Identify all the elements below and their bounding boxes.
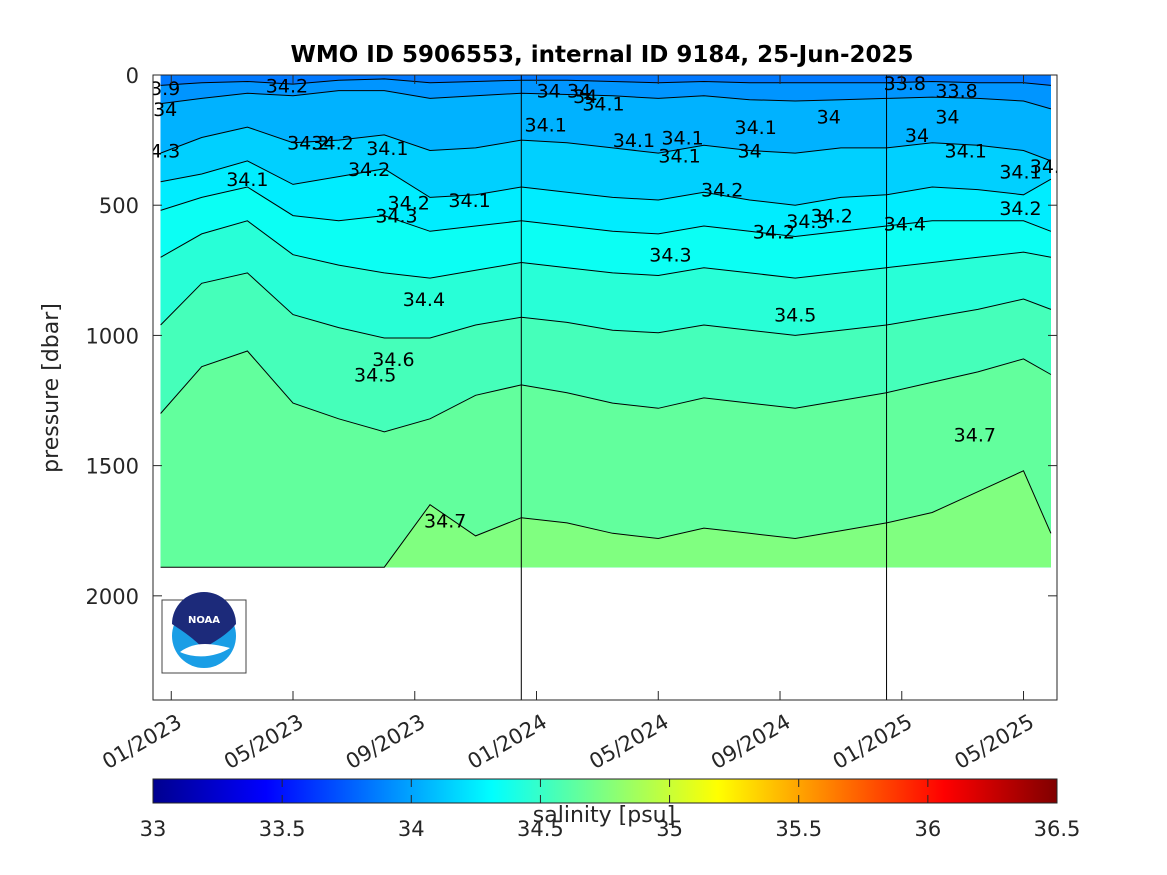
contour-label-10: 34.3: [375, 206, 417, 228]
contour-34.6: [160, 350, 1052, 433]
contour-label-26: 34.2: [811, 206, 853, 228]
contour-label-4: 34.2: [287, 133, 329, 155]
contour-label-27: 34: [817, 107, 841, 129]
contour-label-33: 34.1: [999, 161, 1041, 183]
contour-label-30: 34: [935, 107, 959, 129]
contour-34.1: [160, 126, 1052, 162]
contour-label-25: 34.3: [786, 211, 828, 233]
contour-label-40: 34.5: [354, 364, 396, 386]
contour-label-22: 34.2: [701, 180, 743, 202]
plot-area: 33.93434.334.234.234.234.134.134.234.234…: [138, 73, 1072, 700]
contour-label-15: 34.1: [582, 94, 624, 116]
contour-label-31: 34: [905, 125, 929, 147]
y-tick-label-500: 500: [99, 194, 139, 218]
contour-label-3: 34.2: [266, 75, 308, 97]
contour-label-18: 34.1: [661, 128, 703, 150]
contour-34.0: [160, 90, 1052, 110]
colorbar-tick-label-3: 34.5: [517, 817, 564, 841]
colorbar-tick-label-0: 33: [140, 817, 167, 841]
plot-frame: [152, 74, 1058, 701]
x-tick-label-1: 05/2023: [220, 710, 308, 774]
contour-label-13: 34: [567, 81, 591, 103]
contour-lines: [160, 78, 1052, 568]
contour-label-42: 34.7: [954, 424, 996, 446]
colorbar-tick-label-2: 34: [398, 817, 425, 841]
contour-34.7: [160, 470, 1052, 568]
colorbar-tick-label-6: 36: [914, 817, 941, 841]
contour-label-39: 34.6: [372, 349, 414, 371]
y-tick-label-2000: 2000: [86, 585, 139, 609]
colorbar-tick-label-7: 36.5: [1034, 817, 1081, 841]
contour-label-0: 33.9: [138, 78, 180, 100]
colorbar-tick-label-1: 33.5: [259, 817, 306, 841]
contour-34.2: [160, 160, 1052, 206]
year-lines: [520, 75, 888, 700]
contour-label-28: 33.8: [884, 73, 926, 95]
salinity-bands: [160, 75, 1051, 568]
contour-label-38: 34.5: [774, 305, 816, 327]
y-axis-ticks: 0 500 1000 1500 2000: [86, 64, 1057, 609]
contour-label-32: 34.1: [945, 141, 987, 163]
x-tick-label-5: 09/2024: [707, 710, 795, 774]
colorbar-label: salinity [psu]: [533, 803, 675, 828]
contour-label-19: 34.1: [658, 146, 700, 168]
noaa-logo: NOAA: [161, 592, 247, 674]
y-tick-label-1000: 1000: [86, 324, 139, 348]
contour-label-14: 34: [573, 86, 597, 108]
contour-label-23: 34.3: [649, 245, 691, 267]
x-tick-label-6: 01/2025: [829, 710, 917, 774]
chart-title: WMO ID 5906553, internal ID 9184, 25-Jun…: [290, 42, 913, 68]
contour-label-41: 34.7: [424, 510, 466, 532]
colorbar-ticks: 33 33.5 34 34.5 35 35.5 36 36.5: [140, 779, 1081, 841]
x-tick-label-7: 05/2025: [950, 710, 1038, 774]
contour-33.9: [160, 78, 1051, 86]
colorbar-tick-label-5: 35.5: [775, 817, 822, 841]
contour-label-20: 34.1: [735, 117, 777, 139]
contour-label-34: 34.2: [1030, 156, 1072, 178]
contour-label-11: 34.1: [448, 190, 490, 212]
svg-text:NOAA: NOAA: [188, 615, 220, 626]
contour-label-8: 34.2: [348, 159, 390, 181]
x-tick-label-2: 09/2023: [342, 710, 430, 774]
contour-label-35: 34.2: [999, 198, 1041, 220]
contour-34.5: [160, 272, 1052, 339]
contour-label-9: 34.2: [388, 193, 430, 215]
colorbar-tick-label-4: 35: [656, 817, 683, 841]
y-axis-label: pressure [dbar]: [39, 303, 64, 473]
contour-label-37: 34.4: [403, 289, 445, 311]
y-tick-label-0: 0: [126, 64, 139, 88]
x-tick-label-0: 01/2023: [98, 710, 186, 774]
contour-label-29: 33.8: [935, 81, 977, 103]
contour-label-5: 34.2: [311, 133, 353, 155]
colorbar: [152, 778, 1058, 804]
x-tick-label-4: 05/2024: [585, 710, 673, 774]
band-34.7: [160, 470, 1051, 568]
contour-labels: 33.93434.334.234.234.234.134.134.234.234…: [138, 73, 1072, 532]
contour-label-2: 34.3: [138, 141, 180, 163]
contour-34.3: [160, 186, 1052, 238]
contour-label-7: 34.1: [366, 138, 408, 160]
contour-label-6: 34.1: [226, 169, 268, 191]
contour-34.4: [160, 220, 1051, 279]
contour-label-21: 34: [737, 141, 761, 163]
contour-label-1: 34: [153, 99, 177, 121]
contour-label-24: 34.2: [753, 221, 795, 243]
contour-label-36: 34.4: [884, 213, 926, 235]
y-tick-label-1500: 1500: [86, 455, 139, 479]
contour-label-12: 34: [537, 81, 561, 103]
contour-label-16: 34.1: [524, 114, 566, 136]
x-tick-label-3: 01/2024: [463, 710, 551, 774]
band-34.6: [160, 351, 1051, 568]
contour-label-17: 34.1: [613, 130, 655, 152]
